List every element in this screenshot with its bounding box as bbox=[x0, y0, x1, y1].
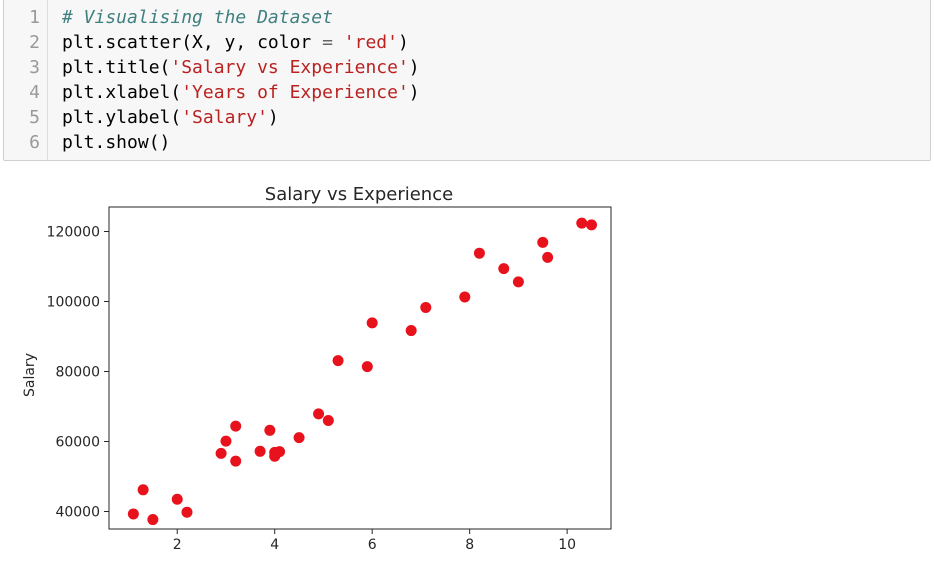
x-tick-label: 10 bbox=[558, 537, 576, 553]
scatter-point bbox=[420, 301, 432, 313]
line-number: 4 bbox=[29, 82, 40, 103]
data-points bbox=[127, 217, 598, 526]
scatter-point bbox=[322, 415, 334, 426]
scatter-point bbox=[127, 508, 139, 520]
code-token: plt.title( bbox=[62, 57, 171, 78]
code-token: 'Salary' bbox=[181, 107, 268, 128]
code-token: plt.scatter(X, y, color bbox=[62, 32, 323, 53]
y-tick-label: 80000 bbox=[55, 365, 100, 381]
scatter-point bbox=[264, 424, 276, 436]
y-tick-label: 120000 bbox=[47, 225, 100, 241]
line-number: 5 bbox=[29, 107, 40, 128]
scatter-point bbox=[230, 455, 242, 467]
x-tick-label: 2 bbox=[173, 537, 182, 553]
code-token: plt.xlabel( bbox=[62, 82, 182, 103]
line-number-gutter bbox=[4, 0, 48, 160]
line-number: 6 bbox=[29, 132, 40, 153]
scatter-point bbox=[537, 236, 549, 248]
y-tick-label: 100000 bbox=[47, 295, 100, 311]
code-line[interactable]: 4 plt.xlabel('Years of Experience') bbox=[4, 80, 930, 105]
plot-background bbox=[0, 176, 640, 565]
scatter-point bbox=[586, 219, 598, 231]
cell-output: Salary vs Experience Salary 40000 60000 80… bbox=[0, 176, 640, 565]
code-line[interactable]: 6 plt.show() bbox=[4, 130, 930, 155]
scatter-point bbox=[498, 263, 510, 275]
code-token: plt.ylabel( bbox=[62, 107, 182, 128]
scatter-point bbox=[181, 506, 193, 518]
scatter-point bbox=[576, 217, 588, 229]
code-token: ) bbox=[408, 57, 420, 78]
code-token: # Visualising the Dataset bbox=[62, 7, 333, 28]
scatter-point bbox=[171, 493, 183, 505]
line-code: plt.title('Salary vs Experience') bbox=[62, 55, 420, 80]
scatter-point bbox=[361, 361, 373, 373]
line-number: 2 bbox=[29, 32, 40, 53]
x-tick-label: 8 bbox=[465, 537, 474, 553]
code-line[interactable]: 2 plt.scatter(X, y, color = 'red') bbox=[4, 30, 930, 55]
x-axis-ticks: 2 4 6 8 10 bbox=[173, 529, 576, 553]
scatter-point bbox=[274, 446, 286, 458]
scatter-point bbox=[405, 325, 417, 337]
line-code: plt.scatter(X, y, color = 'red') bbox=[62, 30, 409, 55]
code-token: ) bbox=[267, 107, 279, 128]
scatter-point bbox=[137, 484, 149, 496]
chart-title: Salary vs Experience bbox=[265, 184, 453, 205]
code-token bbox=[333, 32, 344, 53]
y-tick-label: 40000 bbox=[55, 505, 100, 521]
code-token: ) bbox=[408, 82, 420, 103]
scatter-point bbox=[230, 420, 242, 432]
code-line[interactable]: 1 # Visualising the Dataset bbox=[4, 5, 930, 30]
scatter-point bbox=[332, 355, 344, 367]
line-number: 3 bbox=[29, 57, 40, 78]
y-axis-label: Salary bbox=[22, 353, 38, 397]
scatter-point bbox=[366, 317, 378, 329]
code-token: ) bbox=[397, 32, 409, 53]
code-token: 'red' bbox=[343, 32, 398, 53]
code-line[interactable]: 3 plt.title('Salary vs Experience') bbox=[4, 55, 930, 80]
scatter-point bbox=[542, 251, 554, 263]
code-token: 'Years of Experience' bbox=[181, 82, 409, 103]
scatter-point bbox=[459, 291, 471, 303]
x-tick-label: 4 bbox=[270, 537, 279, 553]
scatter-point bbox=[473, 247, 485, 259]
code-token: plt.show() bbox=[62, 132, 171, 153]
scatter-point bbox=[215, 447, 227, 459]
code-line[interactable]: 5 plt.ylabel('Salary') bbox=[4, 105, 930, 130]
line-number: 1 bbox=[29, 7, 40, 28]
scatter-chart: Salary vs Experience Salary 40000 60000 80… bbox=[0, 176, 640, 565]
scatter-point bbox=[512, 276, 524, 288]
line-code: plt.show() bbox=[62, 130, 170, 155]
scatter-point bbox=[313, 408, 325, 420]
scatter-point bbox=[147, 514, 159, 526]
scatter-point bbox=[293, 432, 305, 444]
code-cell[interactable]: 1 # Visualising the Dataset 2 plt.scatter(X… bbox=[3, 0, 931, 161]
scatter-point bbox=[220, 435, 232, 447]
x-tick-label: 6 bbox=[368, 537, 377, 553]
code-token: 'Salary vs Experience' bbox=[170, 57, 409, 78]
y-axis-ticks: 40000 60000 80000 100000 120000 bbox=[47, 225, 109, 521]
line-code: # Visualising the Dataset bbox=[62, 5, 333, 30]
scatter-point bbox=[254, 445, 266, 457]
code-token: = bbox=[322, 32, 333, 53]
plot-frame bbox=[108, 206, 612, 530]
line-code: plt.xlabel('Years of Experience') bbox=[62, 80, 420, 105]
y-tick-label: 60000 bbox=[55, 435, 100, 451]
line-code: plt.ylabel('Salary') bbox=[62, 105, 279, 130]
